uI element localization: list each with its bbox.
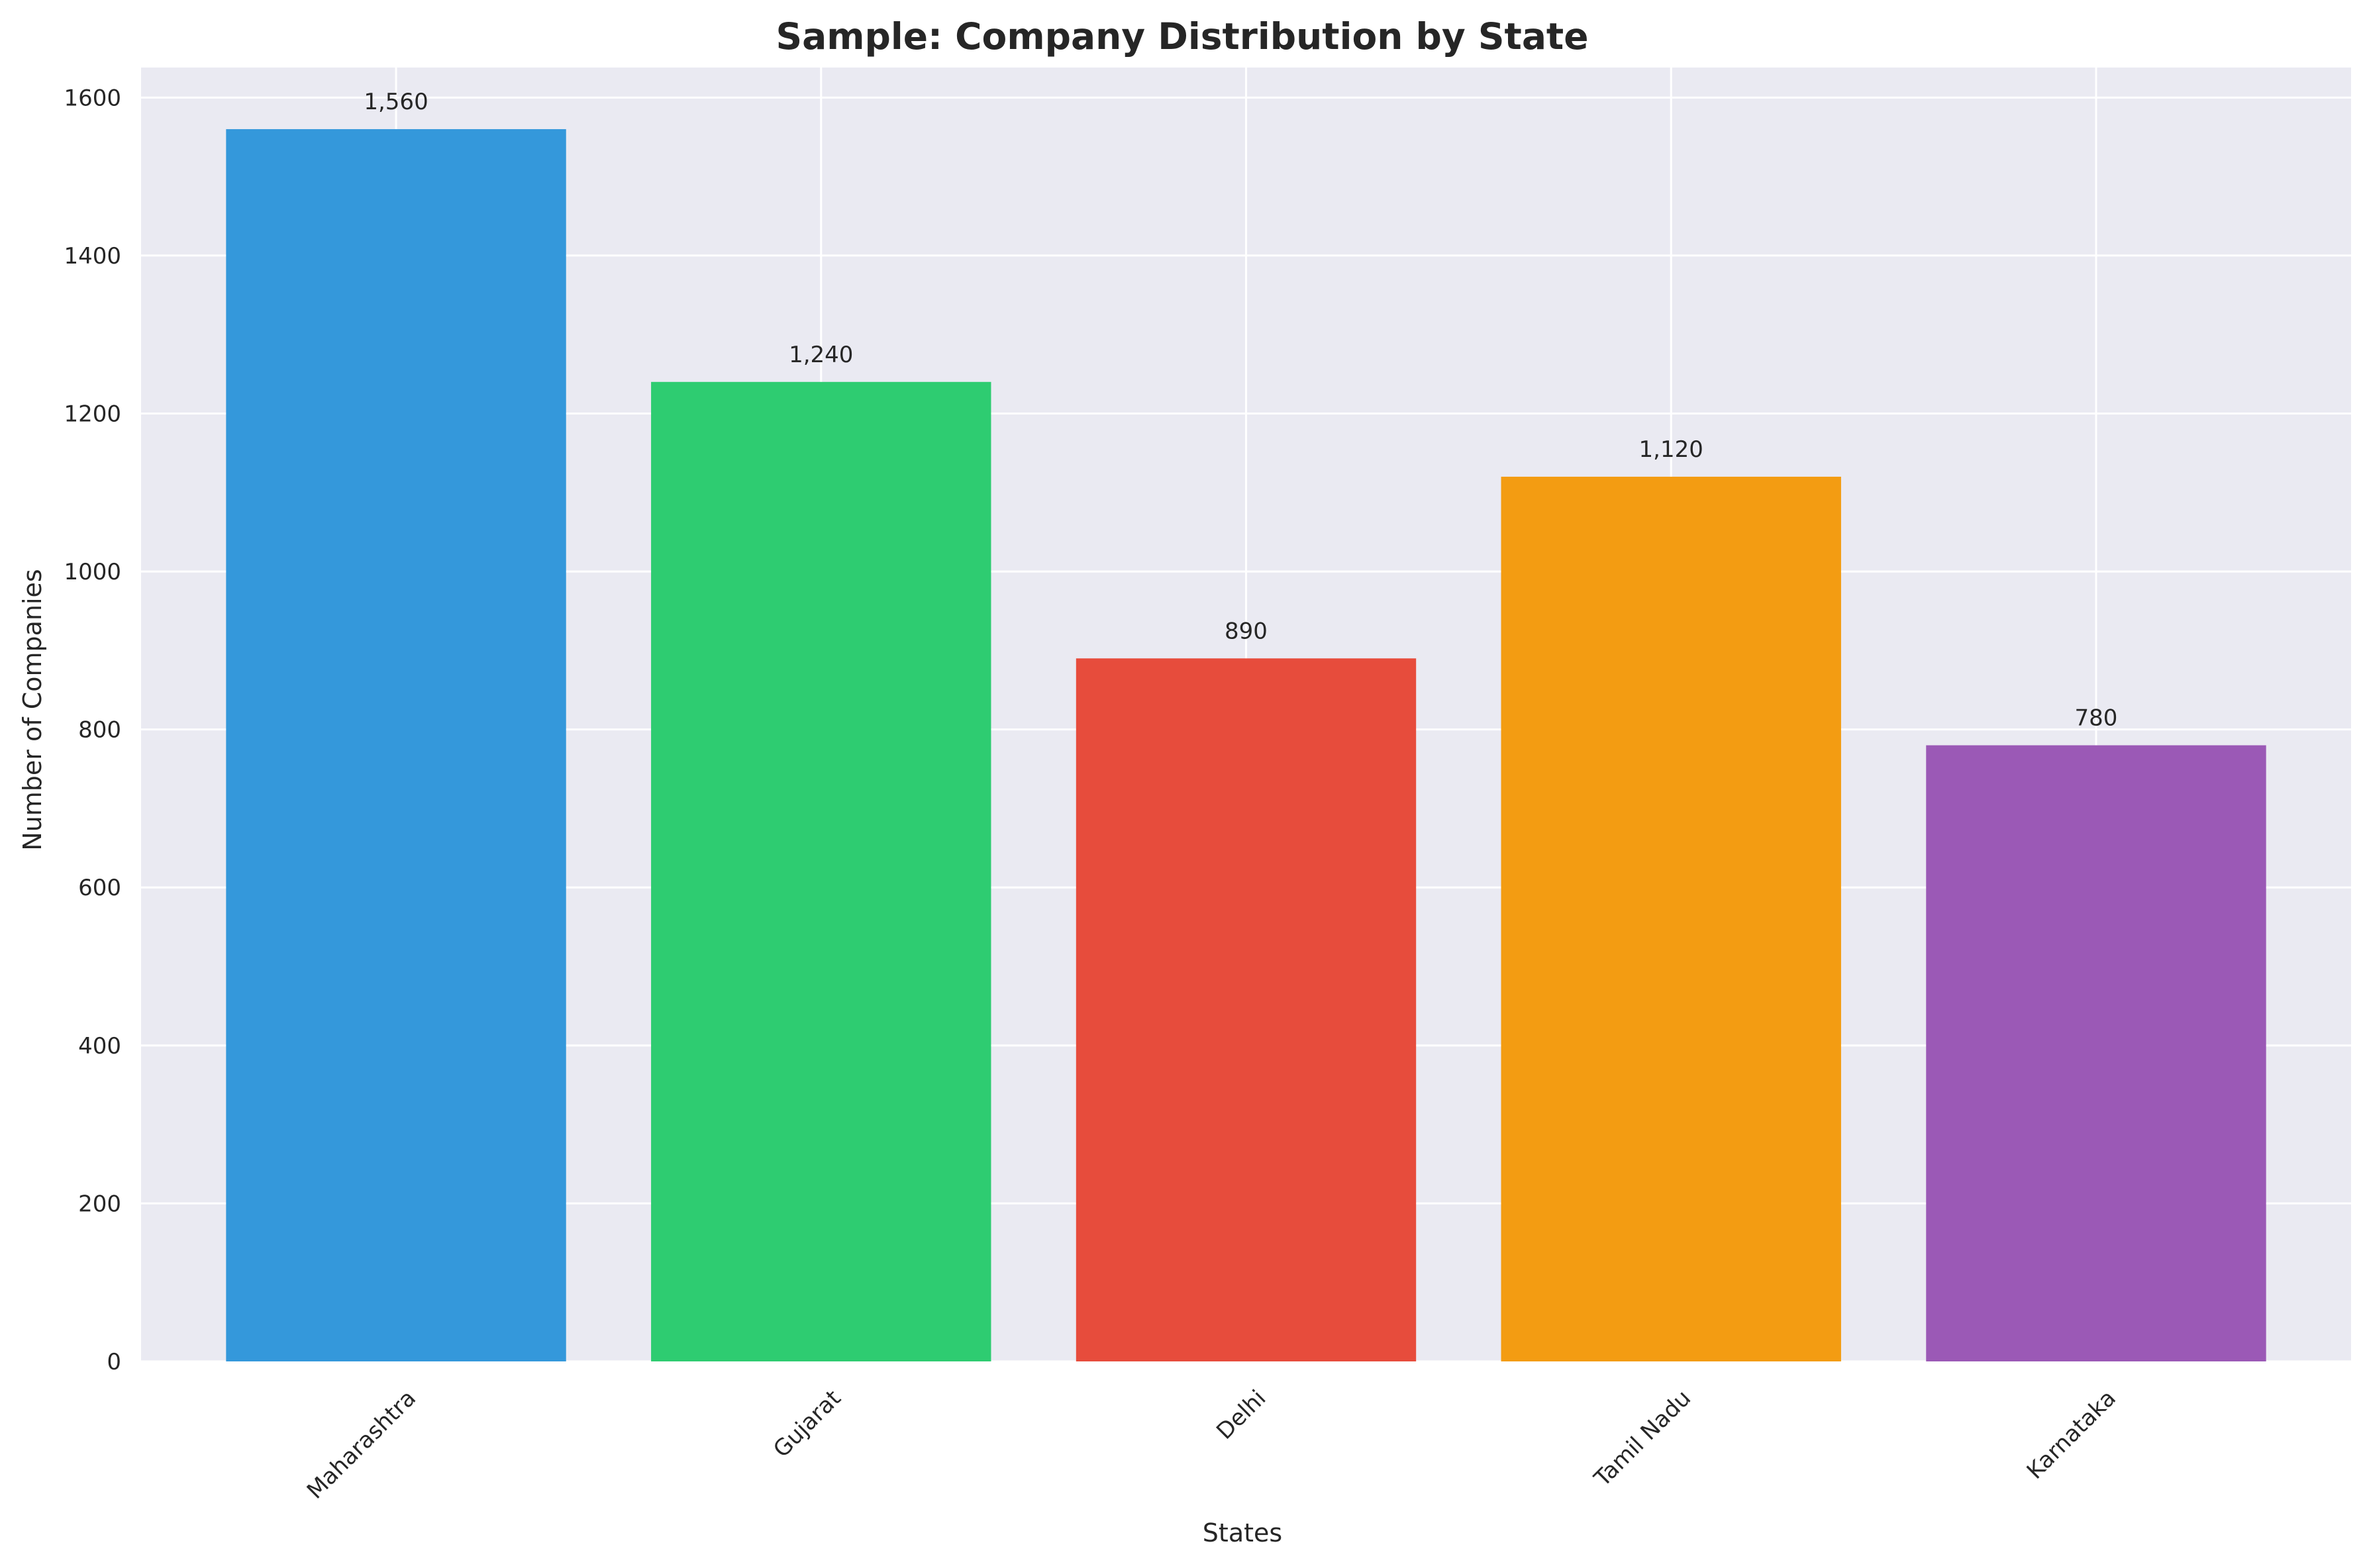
y-tick-label: 1200 xyxy=(64,401,121,427)
y-tick-label: 200 xyxy=(78,1191,121,1217)
y-tick-label: 0 xyxy=(107,1349,121,1375)
y-tick-label: 1400 xyxy=(64,243,121,270)
y-axis-ticks: 0 200 400 600 800 1000 1200 1400 1600 xyxy=(64,85,121,1375)
value-labels: 1,560 1,240 890 1,120 780 xyxy=(364,89,2117,731)
bar-maharashtra xyxy=(226,129,566,1362)
value-label: 1,560 xyxy=(364,89,428,115)
y-axis-label: Number of Companies xyxy=(18,569,47,850)
y-tick-label: 1000 xyxy=(64,559,121,585)
y-tick-label: 400 xyxy=(78,1033,121,1059)
value-label: 1,240 xyxy=(789,342,853,368)
bar-delhi xyxy=(1076,658,1417,1362)
bar-gujarat xyxy=(651,381,991,1361)
y-tick-label: 1600 xyxy=(64,85,121,111)
bars xyxy=(226,129,2266,1362)
chart-title: Sample: Company Distribution by State xyxy=(776,15,1588,58)
x-axis-label: States xyxy=(1203,1518,1282,1547)
y-tick-label: 600 xyxy=(78,875,121,901)
value-label: 780 xyxy=(2075,705,2118,732)
value-label: 1,120 xyxy=(1639,436,1703,463)
value-label: 890 xyxy=(1225,618,1268,644)
bar-karnataka xyxy=(1926,745,2266,1361)
y-tick-label: 800 xyxy=(78,717,121,744)
bar-tamil-nadu xyxy=(1501,476,1841,1361)
